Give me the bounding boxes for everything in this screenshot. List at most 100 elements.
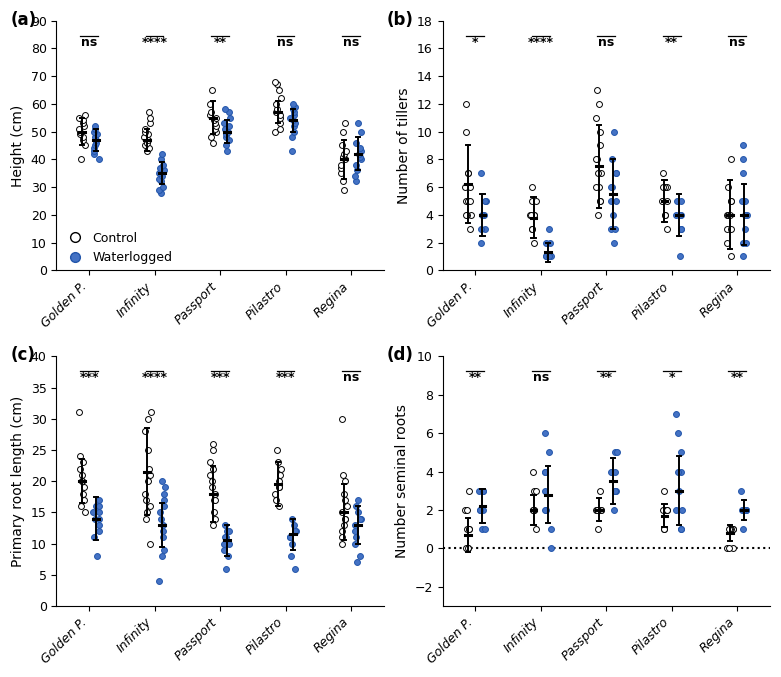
Text: **: ** — [600, 371, 613, 385]
Point — [676, 196, 688, 206]
Point — [273, 501, 285, 512]
Point — [670, 209, 683, 220]
Point — [289, 118, 301, 129]
Point — [140, 494, 152, 505]
Point — [139, 140, 152, 151]
Point — [474, 504, 487, 515]
Point — [590, 112, 602, 123]
Point — [273, 482, 285, 493]
Point — [462, 168, 474, 179]
Point — [725, 524, 737, 535]
Point — [93, 507, 105, 518]
Point — [475, 237, 487, 248]
Point — [465, 209, 477, 220]
Point — [605, 154, 618, 165]
Point — [594, 196, 606, 206]
Point — [142, 463, 155, 474]
Point — [661, 504, 673, 515]
Point — [539, 485, 551, 496]
Text: ns: ns — [533, 371, 549, 385]
Point — [93, 525, 105, 536]
Text: **: ** — [213, 36, 226, 49]
Point — [726, 524, 739, 535]
Point — [736, 504, 748, 515]
Point — [464, 181, 476, 192]
Point — [158, 494, 170, 505]
Point — [737, 237, 750, 248]
Point — [223, 525, 235, 536]
Point — [595, 168, 608, 179]
Point — [610, 168, 622, 179]
Point — [141, 137, 154, 148]
Point — [209, 123, 221, 134]
Point — [661, 181, 673, 192]
Point — [88, 148, 101, 159]
Point — [590, 181, 603, 192]
Point — [205, 132, 217, 143]
Point — [543, 251, 555, 262]
Point — [334, 168, 347, 179]
Point — [77, 457, 90, 468]
Point — [271, 104, 284, 115]
Point — [92, 154, 105, 165]
Point — [353, 513, 366, 524]
Point — [142, 413, 155, 424]
Point — [209, 494, 221, 505]
Point — [670, 504, 683, 515]
Y-axis label: Primary root length (cm): Primary root length (cm) — [11, 395, 25, 567]
Point — [73, 112, 85, 123]
Point — [609, 466, 622, 477]
Point — [223, 121, 236, 131]
Point — [140, 513, 152, 524]
Point — [595, 504, 608, 515]
Point — [223, 135, 236, 146]
Point — [657, 181, 669, 192]
Point — [221, 525, 234, 536]
Point — [337, 176, 350, 187]
Point — [155, 513, 167, 524]
Point — [608, 237, 621, 248]
Point — [73, 463, 86, 474]
Point — [79, 507, 91, 518]
Point — [206, 445, 219, 456]
Point — [527, 237, 540, 248]
Text: ns: ns — [343, 371, 359, 385]
Point — [675, 466, 687, 477]
Point — [604, 196, 617, 206]
Point — [87, 507, 99, 518]
Point — [144, 538, 156, 549]
Point — [144, 469, 156, 480]
Point — [736, 196, 748, 206]
Point — [735, 485, 747, 496]
Point — [462, 543, 474, 554]
Point — [220, 132, 233, 143]
Point — [609, 485, 622, 496]
Point — [476, 485, 489, 496]
Point — [724, 524, 736, 535]
Point — [209, 488, 222, 499]
Point — [205, 482, 218, 493]
Point — [144, 501, 156, 512]
Point — [269, 98, 282, 109]
Point — [339, 513, 351, 524]
Point — [738, 504, 751, 515]
Point — [350, 176, 362, 187]
Point — [204, 110, 216, 121]
Point — [740, 504, 753, 515]
Point — [477, 504, 490, 515]
Text: **: ** — [469, 371, 482, 385]
Point — [219, 104, 231, 115]
Point — [157, 519, 169, 530]
Point — [462, 524, 475, 535]
Point — [91, 137, 103, 148]
Point — [341, 146, 353, 156]
Point — [223, 107, 235, 118]
Point — [721, 543, 733, 554]
Point — [676, 504, 688, 515]
Point — [526, 223, 538, 234]
Point — [593, 181, 605, 192]
Point — [76, 469, 88, 480]
Point — [143, 143, 155, 154]
Point — [524, 209, 537, 220]
Point — [737, 524, 750, 535]
